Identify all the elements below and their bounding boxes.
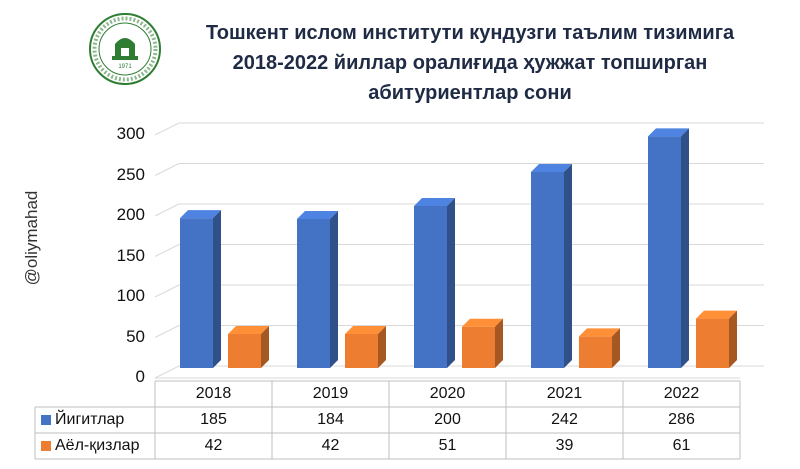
- y-tick-label: 100: [116, 286, 145, 305]
- x-category-label: 2020: [429, 385, 466, 402]
- gridline-side: [154, 325, 180, 338]
- bar-top-face: [462, 318, 503, 327]
- gridline-side: [154, 163, 180, 176]
- bar-side-face: [447, 198, 455, 368]
- bar-side-face: [495, 318, 503, 368]
- bar-top-face: [696, 310, 737, 319]
- bar-side-face: [681, 128, 689, 368]
- title-line-2: 2018-2022 йиллар оралиғида ҳужжат топшир…: [232, 52, 708, 74]
- bar-side-face: [330, 210, 338, 368]
- svg-text:1971: 1971: [118, 64, 132, 70]
- bar-side-face: [612, 328, 620, 368]
- bar-boys: [414, 206, 447, 368]
- data-table-value: 242: [551, 411, 578, 428]
- data-table-value: 200: [434, 411, 461, 428]
- bar-top-face: [228, 325, 269, 334]
- bar-girls: [696, 318, 729, 368]
- bar-girls: [579, 336, 612, 368]
- y-tick-label: 300: [116, 124, 145, 143]
- data-table-value: 42: [321, 437, 340, 454]
- bar-side-face: [378, 325, 386, 368]
- bar-boys: [180, 218, 213, 368]
- gridline-side: [154, 122, 180, 136]
- title-line-3: абитуриентлар сони: [368, 82, 572, 104]
- bar-top-face: [414, 198, 455, 206]
- y-tick-label: 50: [126, 326, 145, 346]
- bar-side-face: [213, 210, 221, 368]
- bar-top-face: [345, 325, 386, 334]
- bar-side-face: [729, 310, 737, 368]
- x-category-label: 2022: [663, 385, 700, 402]
- y-tick-label: 0: [135, 367, 145, 386]
- bar-boys: [297, 218, 330, 368]
- y-tick-label: 250: [116, 164, 145, 184]
- y-tick-label: 150: [116, 245, 145, 265]
- bar-top-face: [648, 128, 689, 137]
- institute-seal-icon: 1971: [88, 12, 162, 86]
- bar-top-face: [531, 163, 572, 172]
- bar-side-face: [261, 325, 269, 368]
- y-tick-label: 200: [116, 205, 145, 224]
- gridline-side: [154, 284, 180, 298]
- bar-top-face: [579, 328, 620, 337]
- data-table-value: 185: [200, 411, 227, 428]
- bar-boys: [531, 171, 564, 368]
- bar-top-face: [180, 210, 221, 219]
- gridline-side: [154, 244, 180, 257]
- bar-top-face: [297, 210, 338, 219]
- x-category-label: 2019: [312, 385, 349, 402]
- chart-title: Тошкент ислом институти кундузги таълим …: [160, 18, 780, 108]
- bar-girls: [462, 326, 495, 368]
- data-table-value: 184: [317, 411, 344, 428]
- data-table-value: 51: [438, 437, 457, 454]
- title-line-1: Тошкент ислом институти кундузги таълим …: [205, 22, 735, 44]
- legend-key-girls: [41, 441, 51, 451]
- x-category-label: 2018: [195, 385, 232, 402]
- bar-girls: [228, 333, 261, 368]
- legend-key-boys: [41, 415, 51, 425]
- legend-label-girls: Аёл-қизлар: [55, 437, 140, 454]
- gridline-side: [154, 203, 180, 217]
- legend-label-boys: Йигитлар: [55, 411, 125, 428]
- data-table-value: 39: [555, 437, 574, 454]
- gridline-side: [154, 365, 180, 379]
- bar-girls: [345, 333, 378, 368]
- bar-boys: [648, 136, 681, 368]
- x-category-label: 2021: [546, 385, 583, 402]
- bar-side-face: [564, 163, 572, 368]
- data-table-value: 286: [668, 411, 695, 428]
- data-table-value: 42: [204, 437, 223, 454]
- data-table-value: 61: [672, 437, 691, 454]
